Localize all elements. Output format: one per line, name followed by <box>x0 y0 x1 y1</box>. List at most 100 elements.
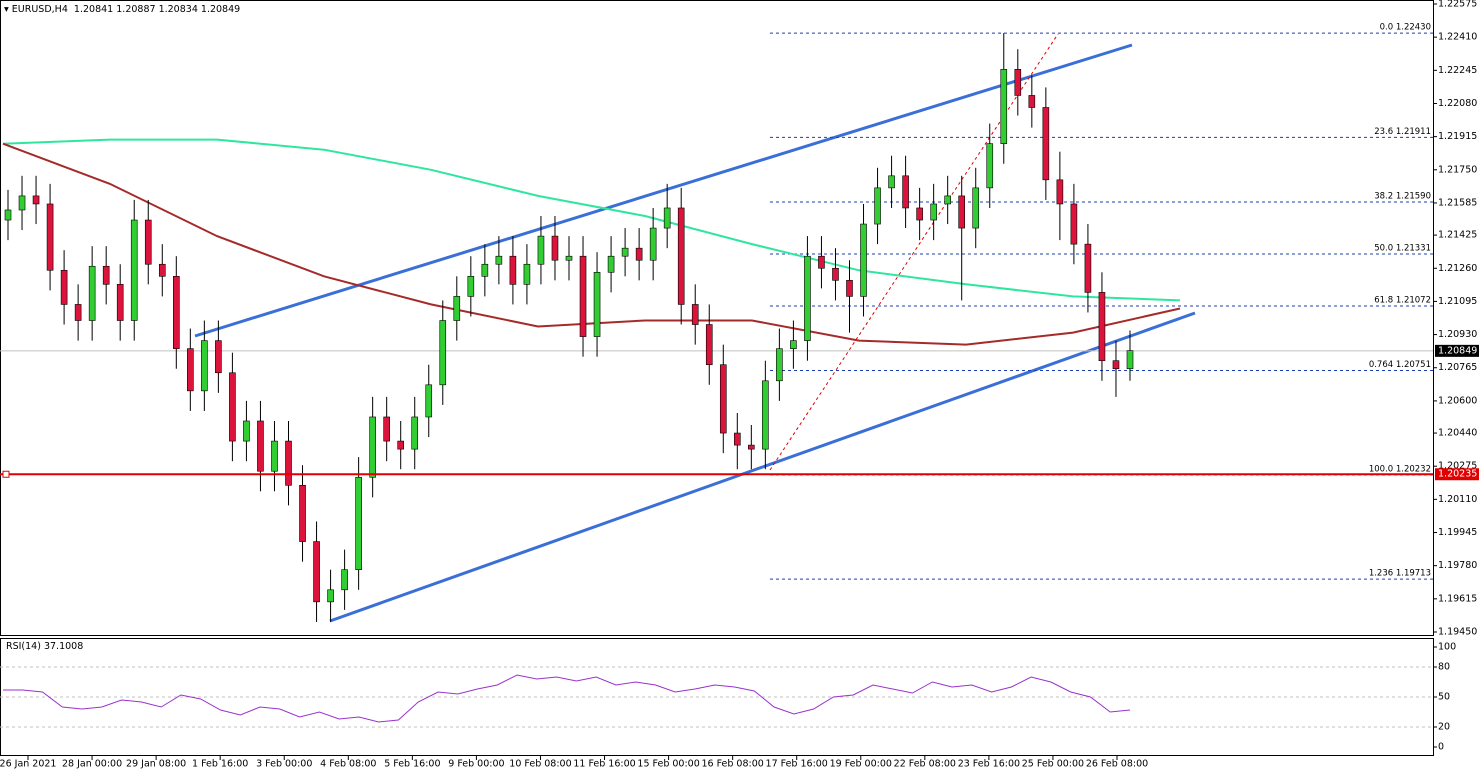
candle-body <box>201 340 208 392</box>
candle-body <box>1070 203 1078 245</box>
last-price-label: 1.20849 <box>1438 345 1477 356</box>
candle-body <box>60 269 68 305</box>
level-price-label: 1.20235 <box>1438 469 1477 480</box>
candle-body <box>74 304 82 321</box>
candle-body <box>733 432 741 446</box>
candle-body <box>565 255 573 261</box>
candle-body <box>958 195 966 229</box>
candle-body <box>130 219 138 321</box>
candle-body <box>102 265 110 285</box>
y-tick-label: 1.20110 <box>1438 494 1477 505</box>
candle-body <box>158 263 166 277</box>
trend-line <box>329 311 1196 623</box>
candle-body <box>439 320 447 386</box>
y-tick-label: 1.22245 <box>1438 65 1477 76</box>
y-tick-label: 1.19780 <box>1438 560 1477 571</box>
candle-body <box>607 255 615 273</box>
y-tick-label: 1.21915 <box>1438 131 1477 142</box>
y-tick-label: 1.20440 <box>1438 428 1477 439</box>
candle-body <box>902 175 909 209</box>
rsi-tick-label: 100 <box>1438 642 1456 653</box>
last-price-box <box>1435 344 1479 357</box>
y-tick-label: 1.22080 <box>1438 98 1477 109</box>
candle-body <box>523 263 531 285</box>
candle-body <box>804 255 811 341</box>
candle-body <box>1000 69 1008 144</box>
x-tick-label: 19 Feb 00:00 <box>830 759 892 770</box>
candle-body <box>187 348 194 392</box>
candle-body <box>411 416 419 450</box>
candle-body <box>509 255 517 285</box>
candle-body <box>1098 292 1106 362</box>
candle-body <box>481 263 489 277</box>
fib-label: 100.0 1.20232 <box>1369 464 1431 474</box>
fib-label: 23.6 1.21911 <box>1374 127 1431 137</box>
y-tick-label: 1.21260 <box>1438 263 1477 274</box>
candle-body <box>1084 243 1092 293</box>
candle-body <box>495 255 503 265</box>
level-price-box <box>1435 468 1479 481</box>
rsi-tick-label: 0 <box>1438 742 1444 753</box>
candle-body <box>874 187 881 225</box>
high-price: 1.20887 <box>116 4 156 15</box>
candle-body <box>790 340 797 349</box>
candle-body <box>116 284 124 321</box>
x-tick-label: 17 Feb 16:00 <box>766 759 828 770</box>
y-tick-label: 1.21425 <box>1438 230 1477 241</box>
fib-label: 0.764 1.20751 <box>1369 360 1431 370</box>
rsi-value: 37.1008 <box>43 641 84 652</box>
x-tick-label: 26 Feb 08:00 <box>1086 759 1148 770</box>
candle-body <box>18 195 26 211</box>
candle-body <box>173 276 180 349</box>
fib-label: 61.8 1.21072 <box>1374 296 1431 306</box>
candle-body <box>705 324 713 366</box>
y-tick-label: 1.20275 <box>1438 461 1477 472</box>
y-tick-label: 1.21095 <box>1438 296 1477 307</box>
y-tick-label: 1.19450 <box>1438 627 1477 638</box>
y-tick-label: 1.19615 <box>1438 593 1477 604</box>
rsi-tick-label: 20 <box>1438 722 1450 733</box>
candle-body <box>383 416 390 442</box>
rsi-name: RSI(14) <box>6 641 41 652</box>
candle-body <box>677 207 685 305</box>
candle-body <box>635 247 643 261</box>
y-tick-label: 1.22575 <box>1438 0 1477 10</box>
candle-body <box>621 247 629 257</box>
candle-body <box>467 276 475 297</box>
candle-body <box>369 416 376 478</box>
main-panel <box>0 0 1434 636</box>
candle-body <box>88 265 96 321</box>
candle-body <box>593 271 601 337</box>
fib-label: 50.0 1.21331 <box>1374 243 1431 253</box>
rsi-header: RSI(14) 37.1008 <box>6 641 83 652</box>
moving-average <box>2 142 1181 346</box>
y-tick-label: 1.20930 <box>1438 329 1477 340</box>
candle-body <box>1126 350 1134 370</box>
candle-body <box>1112 360 1120 370</box>
x-tick-label: 3 Feb 00:00 <box>256 759 312 770</box>
candle-body <box>818 255 825 269</box>
x-tick-label: 9 Feb 00:00 <box>448 759 504 770</box>
x-tick-label: 1 Feb 16:00 <box>192 759 248 770</box>
candle-body <box>327 589 334 603</box>
candle-body <box>930 203 937 221</box>
candle-body <box>1014 69 1022 96</box>
fib-label: 0.0 1.22430 <box>1380 23 1431 33</box>
candle-body <box>46 203 54 271</box>
chart-header: ▾ EURUSD,H4 1.20841 1.20887 1.20834 1.20… <box>4 4 241 15</box>
candle-body <box>32 195 40 205</box>
rsi-tick-label: 50 <box>1438 692 1450 703</box>
x-tick-label: 22 Feb 08:00 <box>894 759 956 770</box>
candle-body <box>355 476 362 571</box>
candle-body <box>341 569 348 591</box>
candle-body <box>271 440 278 472</box>
candle-body <box>916 207 923 221</box>
trend-line <box>194 43 1133 338</box>
candle-body <box>313 541 320 603</box>
x-tick-label: 11 Feb 16:00 <box>573 759 635 770</box>
candle-body <box>748 444 755 450</box>
x-tick-label: 25 Feb 00:00 <box>1022 759 1084 770</box>
candle-body <box>425 384 433 418</box>
candle-body <box>888 175 895 189</box>
